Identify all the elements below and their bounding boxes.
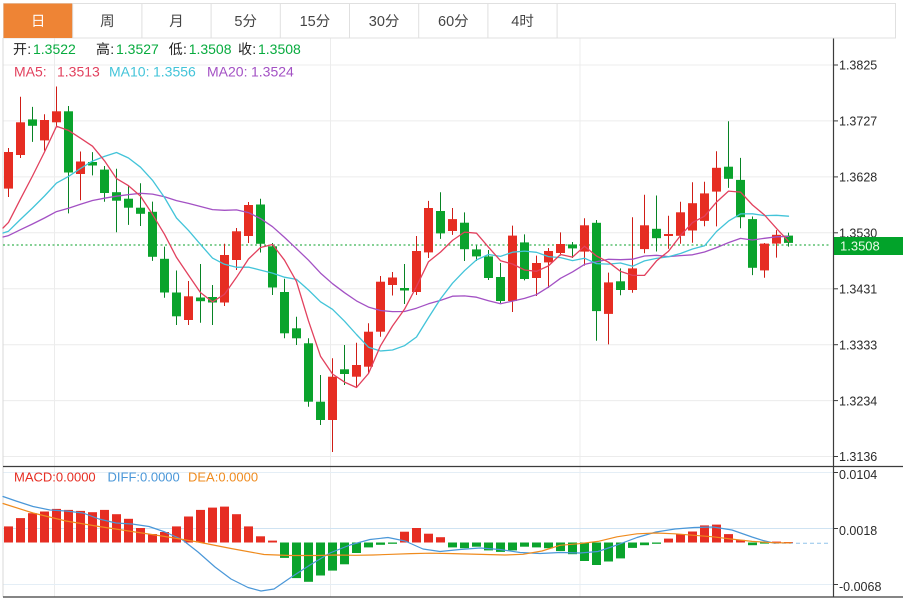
svg-text:1.3628: 1.3628 — [839, 171, 877, 185]
svg-text:MA10:: MA10: — [109, 64, 149, 80]
svg-text:0.0104: 0.0104 — [839, 468, 877, 482]
svg-text:1.3136: 1.3136 — [839, 450, 877, 464]
svg-text:MACD:0.0000: MACD:0.0000 — [14, 470, 96, 485]
svg-text:1.3508: 1.3508 — [189, 41, 232, 57]
svg-text:1.3508: 1.3508 — [258, 41, 301, 57]
svg-text:DEA:0.0000: DEA:0.0000 — [188, 470, 258, 485]
svg-text:1.3513: 1.3513 — [57, 64, 100, 80]
svg-text:-0.0068: -0.0068 — [839, 580, 881, 594]
svg-text:1.3527: 1.3527 — [116, 41, 159, 57]
svg-text:5: 5 — [234, 14, 242, 30]
svg-text:1.3556: 1.3556 — [153, 64, 196, 80]
svg-text:MA20:: MA20: — [207, 64, 247, 80]
svg-text::: : — [110, 41, 114, 57]
svg-text::: : — [183, 41, 187, 57]
svg-text:15: 15 — [300, 14, 316, 30]
svg-text:MA5:: MA5: — [14, 64, 47, 80]
svg-text:30: 30 — [369, 14, 385, 30]
svg-text:1.3508: 1.3508 — [840, 239, 880, 254]
svg-text:1.3234: 1.3234 — [839, 394, 877, 408]
svg-text:1.3333: 1.3333 — [839, 338, 877, 352]
svg-text:4: 4 — [511, 14, 519, 30]
svg-text:1.3431: 1.3431 — [839, 283, 877, 297]
svg-text:1.3727: 1.3727 — [839, 115, 877, 129]
svg-text::: : — [27, 41, 31, 57]
svg-text:60: 60 — [438, 14, 454, 30]
svg-text:1.3524: 1.3524 — [251, 64, 294, 80]
svg-text::: : — [252, 41, 256, 57]
svg-text:1.3825: 1.3825 — [839, 59, 877, 73]
svg-text:1.3522: 1.3522 — [33, 41, 76, 57]
svg-text:0.0018: 0.0018 — [839, 524, 877, 538]
svg-text:DIFF:0.0000: DIFF:0.0000 — [108, 470, 180, 485]
